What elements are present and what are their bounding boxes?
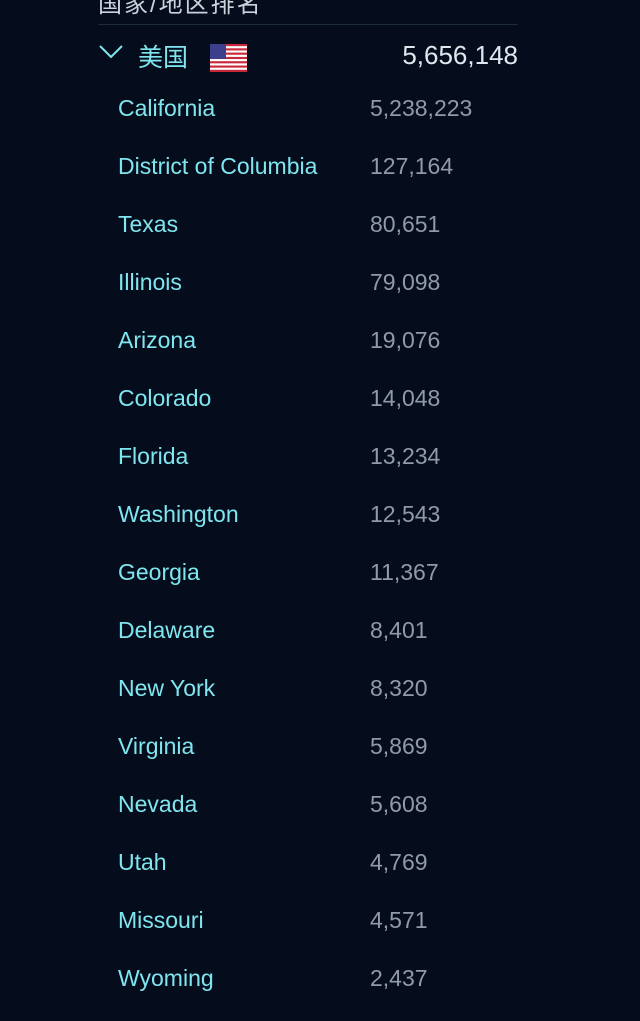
region-row: Arizona 19,076 [0,325,640,383]
region-name: Georgia [118,559,200,585]
region-row: Utah 4,769 [0,847,640,905]
region-name: Delaware [118,617,216,643]
region-row: Florida 13,234 [0,441,640,499]
region-count: 5,238,223 [370,95,473,121]
region-name: Arizona [118,327,196,353]
region-count: 4,769 [370,849,428,875]
region-count: 127,164 [370,153,454,179]
region-row: Wyoming 2,437 [0,963,640,1021]
region-count: 12,543 [370,501,441,527]
region-count: 8,320 [370,675,428,701]
region-row: Missouri 4,571 [0,905,640,963]
divider [98,24,518,25]
region-count: 13,234 [370,443,441,469]
country-name: 美国 [138,44,189,72]
region-count: 4,571 [370,907,428,933]
region-row: Washington 12,543 [0,499,640,557]
country-total: 5,656,148 [402,40,518,70]
region-count: 2,437 [370,965,428,991]
region-row: Illinois 79,098 [0,267,640,325]
region-name: New York [118,675,216,701]
region-row: District of Columbia 127,164 [0,151,640,209]
region-name: Texas [118,211,179,237]
region-name: Washington [118,501,239,527]
region-count: 80,651 [370,211,441,237]
region-name: Illinois [118,269,182,295]
region-name: Missouri [118,907,204,933]
region-row: Georgia 11,367 [0,557,640,615]
region-row: Colorado 14,048 [0,383,640,441]
region-name: Utah [118,849,167,875]
region-count: 19,076 [370,327,441,353]
region-name: Virginia [118,733,195,759]
region-name: Wyoming [118,965,214,991]
region-row: Virginia 5,869 [0,731,640,789]
region-row: Nevada 5,608 [0,789,640,847]
region-row: Texas 80,651 [0,209,640,267]
region-name: District of Columbia [118,153,318,179]
section-title: 国家/地区排名 [98,0,263,18]
flag-icon [210,44,247,72]
region-count: 11,367 [370,559,439,585]
collapse-toggle[interactable] [98,40,124,66]
region-count: 8,401 [370,617,428,643]
region-row: California 5,238,223 [0,93,640,151]
region-count: 5,869 [370,733,428,759]
region-count: 14,048 [370,385,441,411]
region-name: California [118,95,216,121]
region-name: Florida [118,443,189,469]
region-count: 79,098 [370,269,441,295]
region-count: 5,608 [370,791,428,817]
region-row: Delaware 8,401 [0,615,640,673]
region-row: New York 8,320 [0,673,640,731]
region-name: Colorado [118,385,212,411]
region-name: Nevada [118,791,198,817]
